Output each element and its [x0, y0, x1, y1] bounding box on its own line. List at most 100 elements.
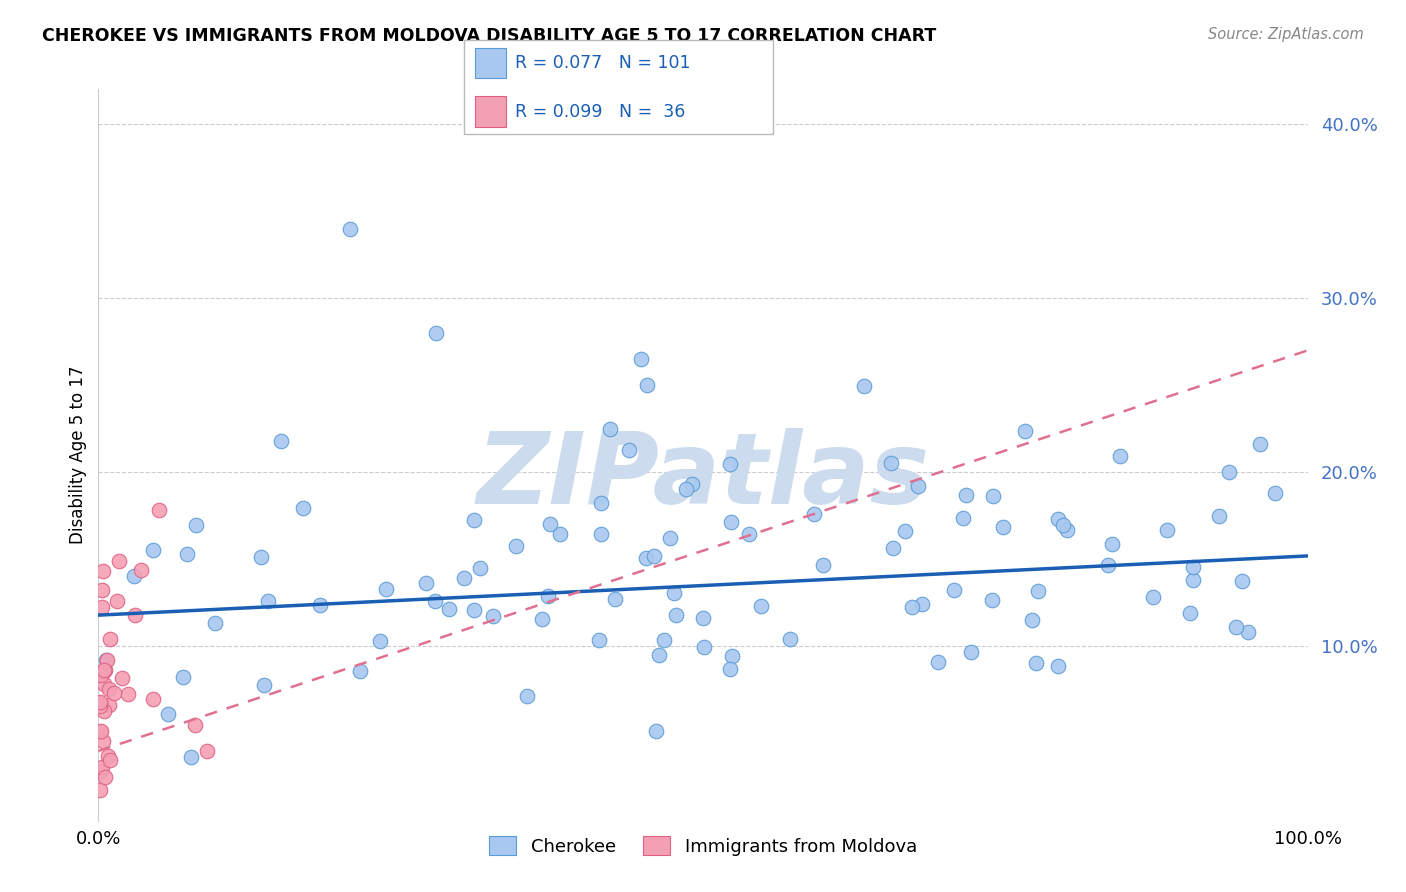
- Point: [89, 695, 111, 709]
- Y-axis label: Disability Age 5 to 17: Disability Age 5 to 17: [69, 366, 87, 544]
- Point: [1264, 485, 1286, 500]
- Point: [603, 591, 626, 606]
- Point: [643, 549, 665, 563]
- Point: [291, 500, 314, 515]
- Point: [470, 561, 492, 575]
- Point: [415, 575, 437, 590]
- Point: [89, 782, 111, 797]
- Point: [108, 553, 131, 567]
- Point: [1056, 524, 1078, 538]
- Point: [779, 632, 801, 647]
- Point: [1026, 583, 1049, 598]
- Legend: Cherokee, Immigrants from Moldova: Cherokee, Immigrants from Moldova: [482, 829, 924, 863]
- Point: [176, 547, 198, 561]
- Point: [122, 569, 145, 583]
- Point: [1225, 620, 1247, 634]
- Point: [1021, 613, 1043, 627]
- Point: [531, 612, 554, 626]
- Point: [1014, 425, 1036, 439]
- Point: [180, 749, 202, 764]
- Point: [911, 598, 934, 612]
- Point: [907, 479, 929, 493]
- Point: [96, 653, 118, 667]
- Point: [516, 690, 538, 704]
- Point: [142, 543, 165, 558]
- Point: [738, 526, 761, 541]
- Point: [882, 541, 904, 556]
- Point: [482, 609, 505, 624]
- Point: [98, 632, 121, 647]
- Point: [537, 590, 560, 604]
- Point: [93, 677, 115, 691]
- Point: [90, 668, 112, 682]
- Point: [90, 582, 112, 597]
- Point: [91, 564, 114, 578]
- Point: [374, 582, 396, 596]
- Point: [591, 496, 613, 510]
- Point: [94, 663, 117, 677]
- Point: [1237, 625, 1260, 640]
- Text: ZIPatlas: ZIPatlas: [477, 428, 929, 525]
- Point: [368, 633, 391, 648]
- Point: [1052, 517, 1074, 532]
- Point: [1218, 465, 1240, 479]
- Point: [955, 488, 977, 502]
- Point: [270, 434, 292, 448]
- Point: [1101, 537, 1123, 551]
- Point: [91, 665, 114, 679]
- Point: [90, 723, 112, 738]
- Point: [253, 678, 276, 692]
- Point: [693, 640, 716, 654]
- Point: [803, 507, 825, 521]
- Point: [1230, 574, 1253, 589]
- Text: CHEROKEE VS IMMIGRANTS FROM MOLDOVA DISABILITY AGE 5 TO 17 CORRELATION CHART: CHEROKEE VS IMMIGRANTS FROM MOLDOVA DISA…: [42, 27, 936, 45]
- Point: [927, 655, 949, 669]
- Point: [538, 516, 561, 531]
- Point: [1208, 509, 1230, 524]
- Point: [959, 645, 981, 659]
- Point: [981, 489, 1004, 503]
- Point: [91, 733, 114, 747]
- Point: [172, 670, 194, 684]
- Point: [718, 662, 741, 676]
- Point: [692, 611, 714, 625]
- Point: [1046, 512, 1069, 526]
- Point: [636, 378, 658, 392]
- Text: Source: ZipAtlas.com: Source: ZipAtlas.com: [1208, 27, 1364, 42]
- Point: [94, 770, 117, 784]
- Point: [894, 524, 917, 538]
- Point: [117, 687, 139, 701]
- Point: [644, 723, 666, 738]
- Point: [630, 352, 652, 367]
- Point: [423, 593, 446, 607]
- Point: [991, 520, 1014, 534]
- Point: [91, 759, 114, 773]
- Point: [1109, 449, 1132, 463]
- Point: [98, 753, 121, 767]
- Point: [599, 422, 621, 436]
- Point: [349, 664, 371, 678]
- Point: [184, 517, 207, 532]
- Point: [1025, 656, 1047, 670]
- Point: [148, 503, 170, 517]
- Point: [425, 326, 447, 340]
- Point: [619, 443, 641, 458]
- Point: [681, 477, 703, 491]
- Point: [453, 571, 475, 585]
- Point: [111, 671, 134, 685]
- Point: [105, 594, 128, 608]
- Point: [89, 698, 111, 713]
- Point: [90, 600, 112, 615]
- Point: [942, 582, 965, 597]
- Point: [97, 748, 120, 763]
- Point: [93, 663, 115, 677]
- Text: R = 0.077   N = 101: R = 0.077 N = 101: [515, 54, 690, 72]
- Point: [505, 539, 527, 553]
- Point: [654, 633, 676, 648]
- Point: [634, 550, 657, 565]
- Point: [1047, 659, 1070, 673]
- Point: [124, 607, 146, 622]
- Point: [852, 379, 875, 393]
- Point: [309, 599, 332, 613]
- Point: [880, 456, 903, 470]
